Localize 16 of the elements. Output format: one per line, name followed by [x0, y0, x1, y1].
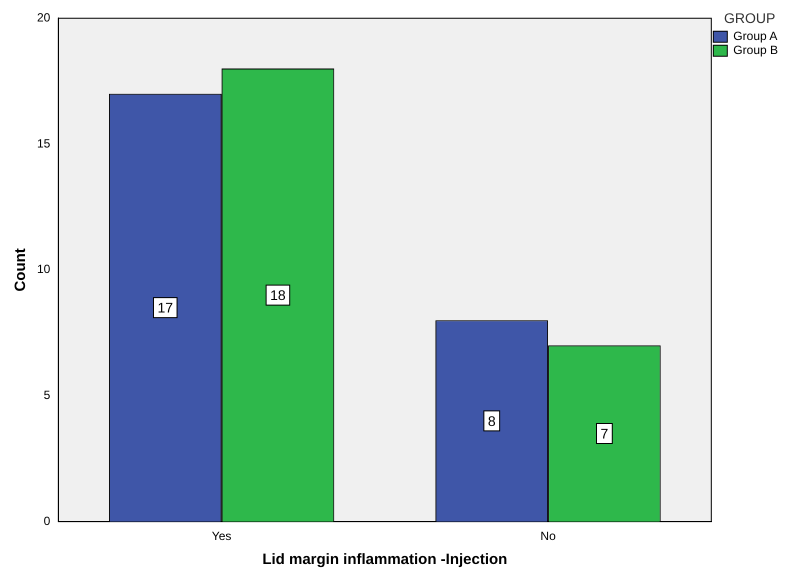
- y-tick-label: 20: [36, 10, 51, 25]
- y-axis-title: Count: [12, 248, 30, 292]
- x-axis-title: Lid margin inflammation -Injection: [262, 551, 508, 568]
- x-tick-label: No: [540, 529, 556, 544]
- data-label: 7: [600, 425, 608, 442]
- y-tick-label: 0: [44, 514, 51, 528]
- y-tick-label: 5: [44, 388, 51, 402]
- y-tick-label: 15: [36, 136, 51, 150]
- legend-title: GROUP: [724, 10, 776, 26]
- data-label: 17: [157, 300, 174, 316]
- legend-label: Group B: [733, 43, 778, 58]
- data-label: 18: [270, 286, 286, 303]
- legend-label: Group A: [733, 29, 778, 44]
- data-label: 8: [488, 412, 496, 429]
- x-tick-label: Yes: [212, 529, 232, 544]
- y-tick-label: 10: [36, 262, 51, 276]
